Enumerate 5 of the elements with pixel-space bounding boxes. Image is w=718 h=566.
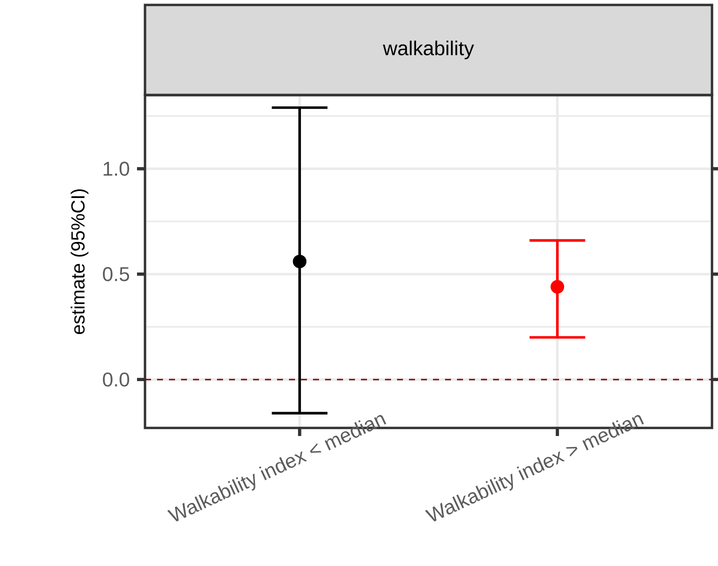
y-tick-label: 0.5 (102, 267, 130, 282)
chart-title: walkability (382, 40, 474, 60)
y-tick-label: 1.0 (104, 162, 130, 176)
y-tick-label: 0.0 (102, 372, 130, 387)
y-axis-title: estimate (95%CI) (70, 189, 88, 334)
